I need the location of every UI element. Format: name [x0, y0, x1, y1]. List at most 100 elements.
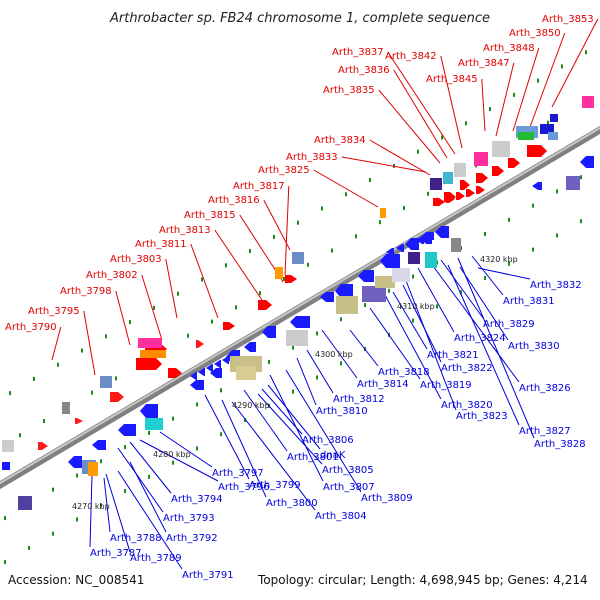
gene-block [474, 152, 488, 166]
gene-arrow-reverse [406, 240, 414, 248]
leader-lines [51, 18, 599, 570]
leader-line-reverse [117, 447, 164, 513]
gene-arrow-reverse [262, 326, 276, 338]
gene-block [550, 114, 558, 122]
gene-label-reverse: Arth_3819 [420, 380, 472, 391]
leader-line-reverse [321, 329, 358, 379]
leader-line-forward [393, 69, 448, 159]
gene-arrow-forward [492, 166, 504, 176]
gene-arrow-reverse [386, 248, 394, 256]
leader-line-forward [83, 310, 96, 376]
gene-label-reverse: Arth_3793 [163, 513, 215, 524]
leader-line-reverse [139, 439, 219, 482]
gene-label-forward: Arth_3850 [509, 28, 561, 39]
gene-arrow-reverse [198, 368, 205, 376]
gene-label-reverse: Arth_3822 [441, 363, 493, 374]
kbp-marker: 4300 kbp [315, 350, 353, 359]
leader-line-forward [512, 47, 540, 132]
gene-block [62, 402, 70, 414]
leader-line-reverse [257, 393, 323, 465]
gene-label-forward: Arth_3837 [332, 47, 384, 58]
gene-label-forward: Arth_3802 [86, 270, 138, 281]
gene-block [145, 418, 163, 430]
gene-block [566, 176, 580, 190]
gene-block [140, 350, 166, 358]
leader-line-reverse [159, 431, 213, 468]
leader-line-forward [190, 243, 219, 319]
leader-line-forward [387, 51, 456, 155]
leader-line-forward [495, 62, 515, 137]
leader-line-reverse [417, 267, 455, 333]
gene-block [138, 338, 162, 348]
gene-block [492, 141, 510, 157]
leader-line-reverse [477, 267, 531, 280]
leader-line-reverse [471, 255, 504, 296]
gene-arrow-forward [38, 442, 48, 450]
chromosome-backbone-highlight [0, 126, 600, 485]
gene-block [582, 96, 594, 108]
gene-arrow-forward [223, 322, 235, 330]
leader-line-forward [115, 290, 131, 346]
gene-block [443, 172, 453, 184]
leader-line-reverse [349, 329, 379, 367]
gene-label-forward: Arth_3813 [159, 225, 211, 236]
gene-block [336, 296, 358, 314]
gene-label-reverse: Arth_3826 [519, 383, 571, 394]
leader-line-forward [214, 229, 263, 301]
gene-features [2, 96, 594, 510]
leader-line-forward [263, 199, 291, 251]
leader-line-reverse [285, 369, 362, 493]
gene-label-forward: Arth_3834 [314, 135, 366, 146]
gene-arrow-reverse [206, 364, 213, 372]
gene-block [18, 496, 32, 510]
gene-block [375, 276, 395, 288]
gene-label-reverse: Arth_3804 [315, 511, 367, 522]
leader-line-reverse [117, 470, 183, 570]
gene-arrow-reverse [290, 316, 310, 328]
kbp-marker: 4290 kbp [232, 401, 270, 410]
leader-line-forward [551, 18, 599, 108]
gene-arrow-forward [476, 186, 485, 194]
gene-arrow-forward [466, 189, 475, 197]
gene-block [430, 178, 442, 190]
leader-line-reverse [204, 394, 250, 480]
gene-arrow-forward [508, 158, 520, 168]
gene-arrow-forward [436, 198, 445, 206]
leader-line-forward [51, 326, 62, 361]
gene-label-reverse: Arth_3821 [427, 350, 479, 361]
leader-line-reverse [404, 277, 457, 411]
gene-block [236, 366, 256, 380]
kbp-marker: 4270 kbp [72, 502, 110, 511]
gene-label-forward: Arth_3836 [338, 65, 390, 76]
backbone-layer [0, 50, 600, 565]
gene-arrow-reverse [118, 424, 136, 436]
gene-label-reverse: Arth_3797 [212, 468, 264, 479]
gene-label-forward: Arth_3815 [184, 210, 236, 221]
gene-label-forward: Arth_3847 [458, 58, 510, 69]
gene-label-reverse: Arth_3799 [249, 480, 301, 491]
leader-line-reverse [296, 357, 317, 406]
gene-arrow-forward [258, 300, 272, 310]
leader-line-reverse [221, 399, 267, 498]
leader-line-reverse [243, 389, 288, 452]
gene-label-reverse: Arth_3832 [530, 280, 582, 291]
gene-label-reverse: Arth_3796 [218, 482, 270, 493]
gene-block [540, 124, 554, 134]
gene-label-reverse: Arth_3827 [519, 426, 571, 437]
gene-block [100, 376, 112, 388]
gene-label-forward: Arth_3842 [385, 51, 437, 62]
gene-arrow-reverse [222, 356, 229, 364]
gene-block [451, 238, 461, 252]
chromosome-backbone [0, 125, 600, 490]
gene-block [380, 208, 386, 218]
gene-arrow-reverse [68, 456, 82, 468]
leader-line-reverse [231, 401, 316, 511]
gene-arrow-forward [110, 392, 124, 402]
gene-arrow-reverse [416, 236, 424, 244]
gene-block [425, 252, 437, 268]
gene-label-forward: Arth_3795 [28, 306, 80, 317]
gene-label-reverse: Arth_3824 [454, 333, 506, 344]
leader-line-forward [529, 32, 566, 128]
gene-block [286, 330, 308, 346]
